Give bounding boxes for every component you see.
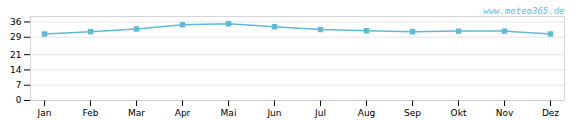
svg-text:Sep: Sep [404,108,421,118]
svg-text:Mai: Mai [221,108,237,118]
svg-text:Nov: Nov [496,108,514,118]
svg-text:Jan: Jan [37,108,52,118]
svg-text:Okt: Okt [451,108,467,118]
svg-text:29: 29 [10,32,22,42]
svg-text:Jul: Jul [314,108,326,118]
svg-text:Jun: Jun [266,108,281,118]
svg-text:21: 21 [10,50,21,60]
svg-text:7: 7 [16,80,22,90]
svg-text:Aug: Aug [358,108,376,118]
svg-text:Apr: Apr [175,108,191,118]
svg-text:Dez: Dez [542,108,559,118]
svg-text:www.meteo365.de: www.meteo365.de [483,6,564,16]
svg-text:Mar: Mar [128,108,145,118]
svg-text:Feb: Feb [83,108,99,118]
svg-text:0: 0 [16,95,22,105]
svg-text:36: 36 [10,17,22,27]
svg-text:14: 14 [10,65,22,75]
